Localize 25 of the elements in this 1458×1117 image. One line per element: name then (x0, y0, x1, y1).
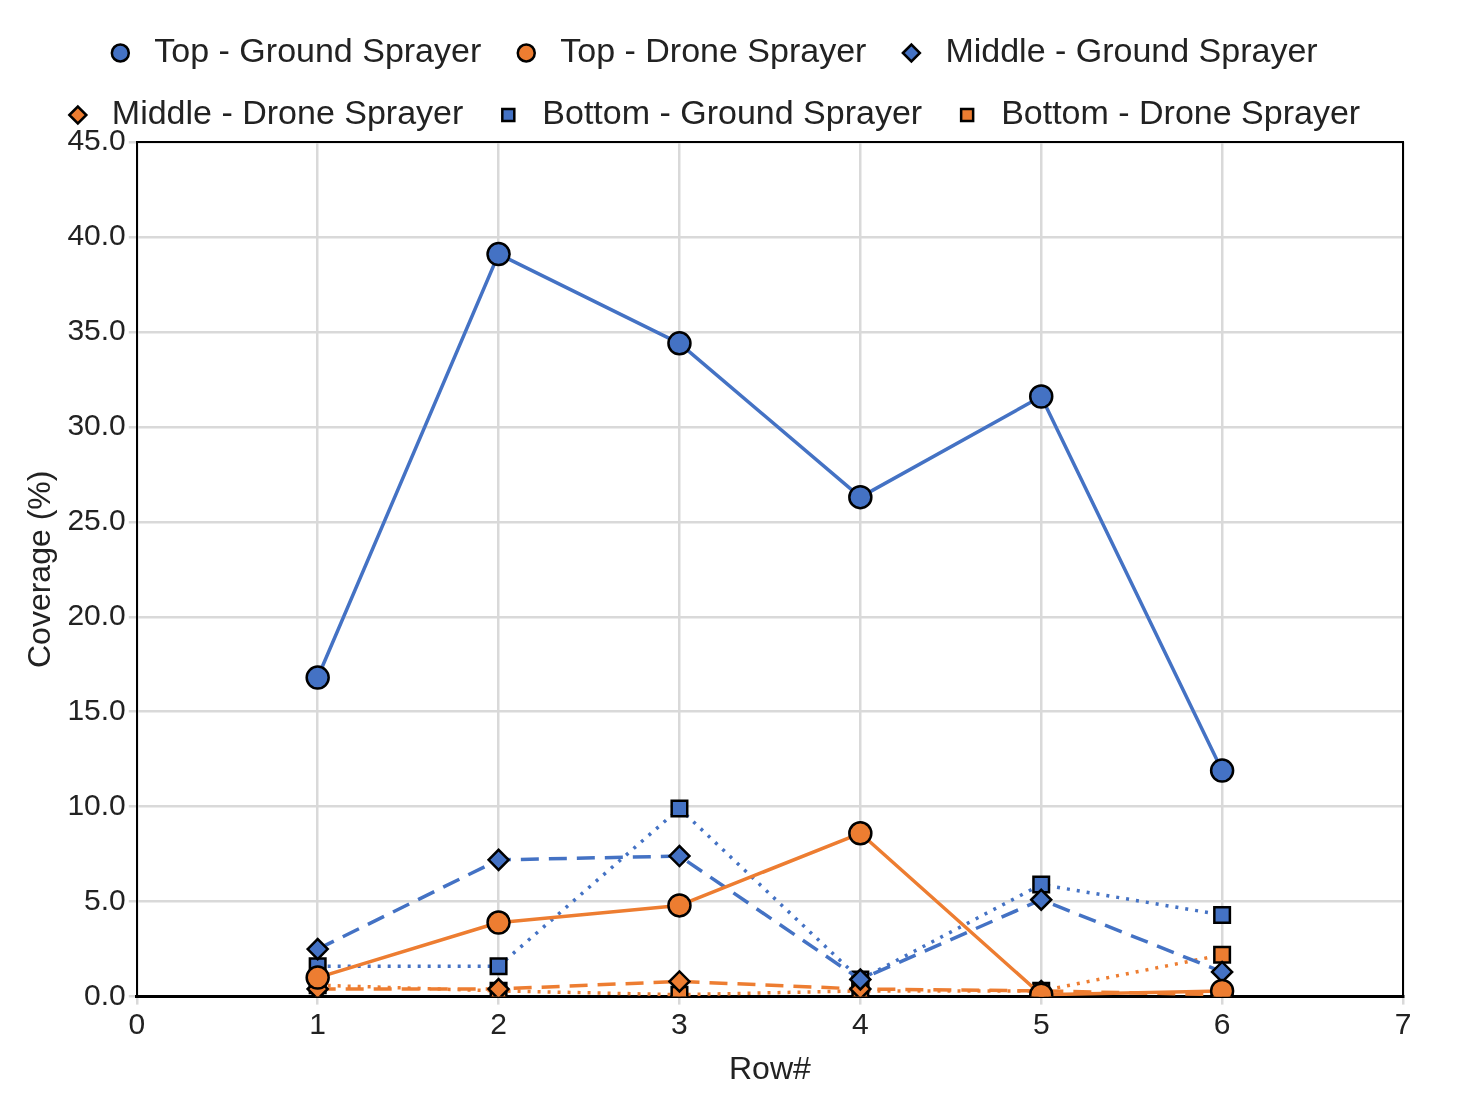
y-tick-label: 5.0 (84, 882, 126, 916)
x-tick-label: 0 (128, 1006, 146, 1040)
y-tick-label: 25.0 (67, 503, 126, 537)
y-tick-label: 40.0 (67, 218, 126, 252)
legend-label: Bottom - Ground Sprayer (542, 93, 923, 132)
x-tick-label: 3 (671, 1006, 688, 1040)
y-tick-label: 20.0 (67, 598, 126, 632)
y-tick-label: 0.0 (84, 977, 126, 1011)
x-tick-label: 2 (490, 1006, 507, 1040)
y-tick-label: 15.0 (67, 693, 126, 726)
y-tick-label: 10.0 (67, 787, 126, 821)
x-axis-title: Row# (728, 1049, 811, 1086)
x-tick-label: 6 (1213, 1006, 1231, 1040)
x-tick-label: 4 (851, 1006, 869, 1040)
legend-label: Top - Drone Sprayer (560, 31, 867, 70)
y-tick-label: 35.0 (67, 313, 126, 347)
x-tick-label: 5 (1032, 1006, 1050, 1040)
y-tick-label: 45.0 (67, 123, 126, 157)
legend-label: Top - Ground Sprayer (154, 31, 482, 70)
legend-label: Middle - Ground Sprayer (945, 31, 1318, 70)
legend-label: Bottom - Drone Sprayer (1001, 93, 1361, 132)
x-tick-label: 7 (1394, 1006, 1412, 1040)
y-axis-title: Coverage (%) (21, 470, 58, 668)
y-tick-label: 30.0 (67, 408, 126, 442)
x-tick-label: 1 (309, 1006, 327, 1040)
